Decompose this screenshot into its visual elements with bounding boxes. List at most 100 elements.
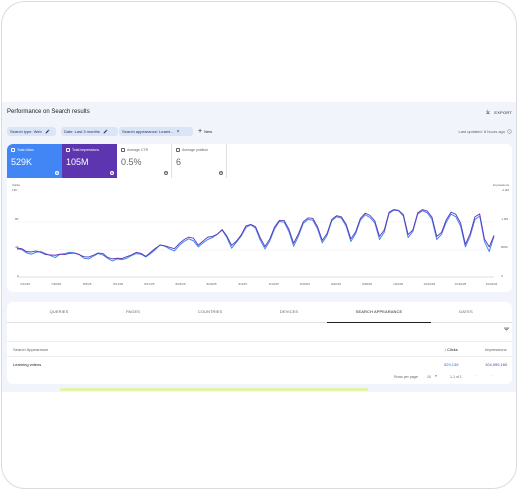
x-tick-label: 8/17/25 <box>144 282 155 286</box>
tab-search-appearance[interactable]: SEARCH APPEARANCE <box>355 309 403 314</box>
average-ctr-label: Average CTR <box>127 148 149 152</box>
clicks-value: 529,136 <box>444 362 459 367</box>
average-position-label: Average position <box>182 148 209 152</box>
pagination-range: 1-1 of 1 <box>450 375 462 379</box>
total-clicks-value: 529K <box>11 157 33 167</box>
search-console-performance-view: Performance on Search results EXPORT Sea… <box>2 102 516 392</box>
rows-per-page-label: Rows per page: <box>394 375 419 379</box>
clicks-column-header[interactable]: ↓ Clicks <box>444 347 458 352</box>
impressions-axis-label: Impressions <box>492 183 509 187</box>
next-page-icon[interactable]: › <box>491 374 493 378</box>
left-tick-label: 8K <box>15 217 19 221</box>
total-impressions-label: Total impressions <box>72 148 100 152</box>
arrow-down-icon: ↓ <box>444 347 446 352</box>
x-tick-label: 9/4/25 <box>238 282 247 286</box>
checkbox-icon <box>121 148 125 152</box>
x-tick-label: 10/4/25 <box>393 282 404 286</box>
total-impressions-value: 105M <box>66 157 89 167</box>
tab-pages[interactable]: PAGES <box>126 309 140 314</box>
help-icon[interactable]: ? <box>219 171 223 175</box>
appearance-table-card: QUERIES PAGES COUNTRIES DEVICES SEARCH A… <box>7 302 512 384</box>
x-tick-label: 8/23/25 <box>175 282 186 286</box>
performance-chart-card: Total clicks 529K ? Total impressions 10… <box>7 144 512 292</box>
x-tick-label: 8/11/25 <box>113 282 124 286</box>
checkbox-icon <box>176 148 180 152</box>
clicks-series-line <box>16 209 495 262</box>
tab-dates[interactable]: DATES <box>459 309 473 314</box>
x-tick-label: 10/16/25 <box>454 282 467 286</box>
average-position-metric-label-row: Average position <box>176 148 222 152</box>
x-tick-label: 9/10/25 <box>268 282 279 286</box>
x-tick-label: 8/29/25 <box>206 282 217 286</box>
clicks-axis-label: Clicks <box>12 183 20 187</box>
impressions-axis-subtitle: 2.4M <box>502 188 509 192</box>
table-row[interactable]: Learning videos 529,136 104,999,160 <box>7 356 512 370</box>
dimension-tabs: QUERIES PAGES COUNTRIES DEVICES SEARCH A… <box>7 302 512 323</box>
rows-per-page-select[interactable]: 10 <box>427 375 431 379</box>
page-title: Performance on Search results <box>7 109 90 115</box>
download-icon <box>486 109 491 114</box>
search-appearance-name: Learning videos <box>13 362 42 367</box>
checkbox-icon <box>11 148 15 152</box>
date-filter-chip[interactable]: Date: Last 3 months <box>61 127 118 136</box>
clicks-column-header-label: Clicks <box>447 347 458 352</box>
left-tick-label: 4K <box>15 245 19 249</box>
x-tick-label: 10/10/25 <box>423 282 436 286</box>
page-header: Performance on Search results EXPORT <box>7 108 512 120</box>
impressions-value: 104,999,160 <box>485 362 508 367</box>
x-tick-label: 9/28/25 <box>362 282 373 286</box>
total-clicks-label: Total clicks <box>17 148 34 152</box>
search-appearance-filter-chip[interactable]: Search appearance: Learni... × <box>119 127 193 136</box>
x-tick-label: 8/5/25 <box>83 282 92 286</box>
pagination-controls: Rows per page: 10 ▾ 1-1 of 1 ‹ › <box>394 374 512 382</box>
clicks-axis-subtitle: 13K <box>12 188 18 192</box>
help-icon[interactable]: ? <box>507 129 512 134</box>
date-filter-label: Date: Last 3 months <box>64 129 100 134</box>
average-position-value: 6 <box>176 157 182 167</box>
table-header-row: Search Appearance ↓ Clicks Impressions <box>7 341 512 355</box>
last-updated-indicator: Last updated: 8 hours ago ? <box>459 129 512 134</box>
left-tick-label: 0 <box>17 274 19 278</box>
caret-down-icon[interactable]: ▾ <box>435 374 437 378</box>
total-clicks-metric-card[interactable]: Total clicks 529K ? <box>7 144 62 178</box>
total-clicks-metric-label-row: Total clicks <box>11 148 58 152</box>
filter-bar: Search type: Web Date: Last 3 months Sea… <box>7 127 512 137</box>
average-ctr-value: 0.5% <box>121 157 142 167</box>
previous-page-icon[interactable]: ‹ <box>476 374 478 378</box>
performance-line-chart <box>16 209 495 278</box>
new-filter-button[interactable]: + New <box>198 127 212 136</box>
tab-countries[interactable]: COUNTRIES <box>197 309 223 314</box>
total-impressions-metric-label-row: Total impressions <box>66 148 113 152</box>
right-tick-label: 1.6M <box>501 217 508 221</box>
help-icon[interactable]: ? <box>55 171 59 175</box>
right-tick-label: 0 <box>501 274 503 278</box>
impressions-column-header[interactable]: Impressions <box>485 347 507 352</box>
average-position-metric-card[interactable]: Average position 6 ? <box>172 144 227 178</box>
right-tick-label: 800K <box>500 245 508 249</box>
x-tick-label: 10/22/25 <box>485 282 498 286</box>
x-tick-label: 9/22/25 <box>330 282 342 286</box>
average-ctr-metric-label-row: Average CTR <box>121 148 167 152</box>
close-icon[interactable]: × <box>176 128 180 135</box>
tab-queries[interactable]: QUERIES <box>49 309 69 314</box>
filter-list-icon[interactable] <box>503 326 510 333</box>
loading-progress-bar <box>60 388 368 391</box>
new-filter-label: New <box>204 129 213 134</box>
help-icon[interactable]: ? <box>164 171 168 175</box>
x-tick-label: 7/24/25 <box>19 282 31 286</box>
help-icon[interactable]: ? <box>110 171 114 175</box>
search-type-filter-chip[interactable]: Search type: Web <box>7 127 56 136</box>
average-ctr-metric-card[interactable]: Average CTR 0.5% ? <box>117 144 172 178</box>
impressions-series-line <box>16 209 495 260</box>
search-type-filter-label: Search type: Web <box>10 129 42 134</box>
pencil-icon <box>45 129 50 134</box>
pencil-icon <box>103 129 108 134</box>
x-tick-label: 9/16/25 <box>299 282 310 286</box>
export-label: EXPORT <box>494 109 512 115</box>
search-appearance-column-header: Search Appearance <box>13 347 49 352</box>
x-tick-label: 7/30/25 <box>51 282 62 286</box>
total-impressions-metric-card[interactable]: Total impressions 105M ? <box>62 144 117 178</box>
export-button[interactable]: EXPORT <box>485 109 512 115</box>
tab-devices[interactable]: DEVICES <box>279 309 299 314</box>
